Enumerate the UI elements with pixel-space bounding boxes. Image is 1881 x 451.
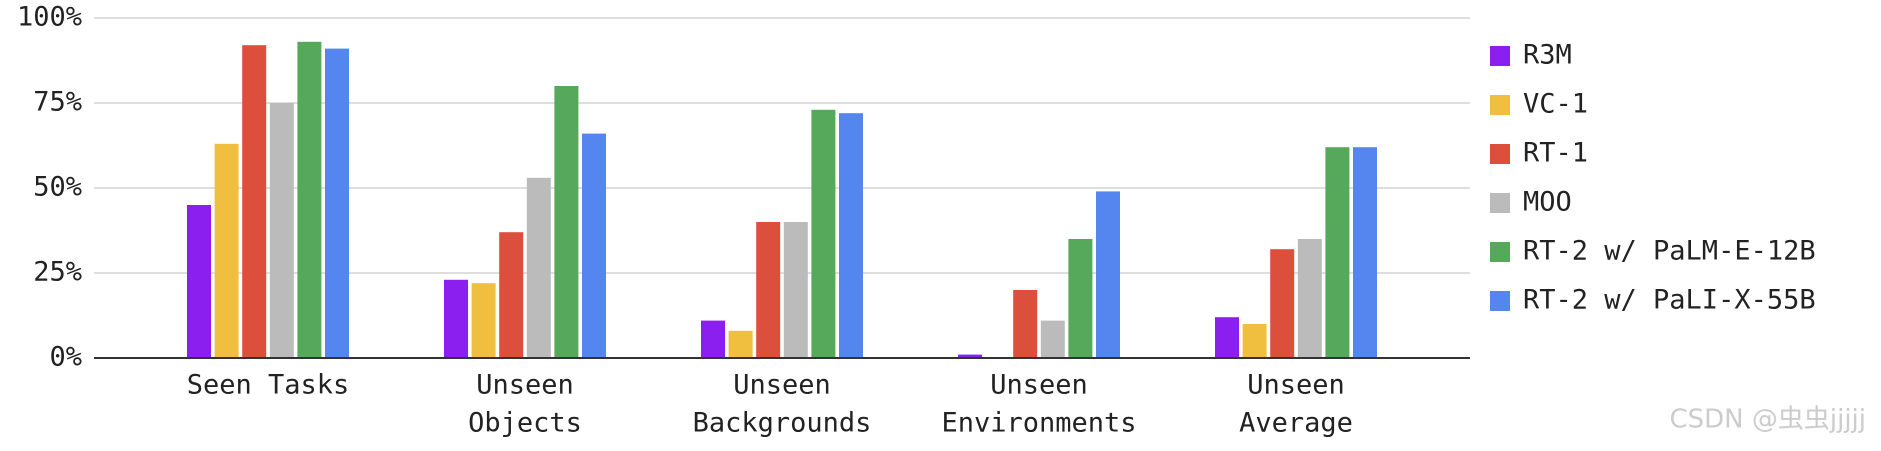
x-tick-label: Objects: [468, 408, 582, 439]
legend-label: MOO: [1523, 187, 1572, 218]
x-tick-label: Seen Tasks: [187, 370, 350, 401]
bar: [1297, 239, 1322, 358]
y-tick-label: 0%: [49, 342, 82, 373]
legend-label: VC-1: [1523, 89, 1588, 120]
x-tick-label: Average: [1239, 408, 1353, 439]
bar: [444, 279, 468, 358]
bar: [499, 232, 524, 358]
x-tick-label: Environments: [941, 408, 1136, 439]
bar: [1215, 317, 1239, 358]
legend-label: RT-1: [1523, 138, 1588, 169]
y-tick-label: 50%: [33, 172, 82, 203]
bar: [214, 143, 239, 358]
bar: [582, 133, 606, 358]
x-tick-label: Unseen: [476, 370, 574, 401]
bar: [701, 320, 725, 358]
legend-swatch: [1490, 46, 1510, 66]
bar: [958, 354, 982, 358]
legend-label: R3M: [1523, 40, 1572, 71]
legend-swatch: [1490, 291, 1510, 311]
watermark: CSDN @虫虫jjjjj: [1669, 405, 1866, 435]
bar: [297, 41, 322, 359]
bar: [811, 109, 836, 358]
legend-swatch: [1490, 193, 1510, 213]
y-tick-label: 100%: [17, 2, 82, 33]
bar: [1040, 320, 1065, 358]
bar: [554, 86, 579, 358]
bar: [269, 103, 294, 358]
bar: [1013, 290, 1038, 358]
y-tick-label: 75%: [33, 87, 82, 118]
x-tick-label: Unseen: [733, 370, 831, 401]
x-tick-label: Unseen: [1247, 370, 1345, 401]
bar: [756, 222, 781, 358]
bar: [728, 330, 753, 358]
bar: [242, 45, 267, 358]
bar: [526, 177, 551, 358]
y-tick-label: 25%: [33, 257, 82, 288]
bar: [471, 283, 496, 358]
x-tick-label: Unseen: [990, 370, 1088, 401]
legend-label: RT-2 w/ PaLM-E-12B: [1523, 236, 1816, 267]
bar: [187, 205, 211, 358]
legend-swatch: [1490, 242, 1510, 262]
legend-label: RT-2 w/ PaLI-X-55B: [1523, 285, 1816, 316]
bar: [1068, 239, 1093, 358]
bar: [1270, 249, 1295, 358]
bar: [1325, 147, 1350, 358]
bar: [783, 222, 808, 358]
bar: [1096, 191, 1120, 358]
bar: [1242, 324, 1267, 358]
bar: [1353, 147, 1377, 358]
bar: [325, 48, 349, 358]
bar: [839, 113, 863, 358]
x-tick-label: Backgrounds: [693, 408, 872, 439]
legend-swatch: [1490, 144, 1510, 164]
legend-swatch: [1490, 95, 1510, 115]
